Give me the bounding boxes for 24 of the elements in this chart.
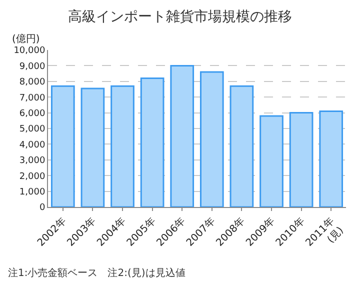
bar <box>50 85 75 207</box>
bar <box>200 71 224 207</box>
y-tick-label: 1,000 <box>19 187 46 198</box>
bar <box>170 64 194 207</box>
bar <box>319 110 344 207</box>
bar <box>80 88 105 207</box>
y-tick-label: 10,000 <box>14 46 46 56</box>
y-tick-label: 3,000 <box>19 156 46 166</box>
y-tick-label: 7,000 <box>19 93 46 104</box>
bar <box>110 85 134 207</box>
y-axis-title: (億円) <box>12 33 40 45</box>
text: 注1:小売金額ベース 注2:(見)は見込値 <box>8 267 186 279</box>
y-tick-label: 4,000 <box>19 140 46 150</box>
y-tick-label: 6,000 <box>19 108 46 119</box>
y-tick-label: 0 <box>39 203 46 214</box>
bar <box>140 78 164 207</box>
bar <box>289 112 314 207</box>
y-tick-label: 8,000 <box>19 78 46 88</box>
bar <box>260 115 284 207</box>
y-tick-label: 2,000 <box>19 172 46 182</box>
bar <box>230 85 254 207</box>
y-tick-label: 5,000 <box>19 124 46 135</box>
y-tick-label: 9,000 <box>19 62 46 72</box>
chart-title: 高級インポート雑貨市場規模の推移 <box>68 9 292 26</box>
